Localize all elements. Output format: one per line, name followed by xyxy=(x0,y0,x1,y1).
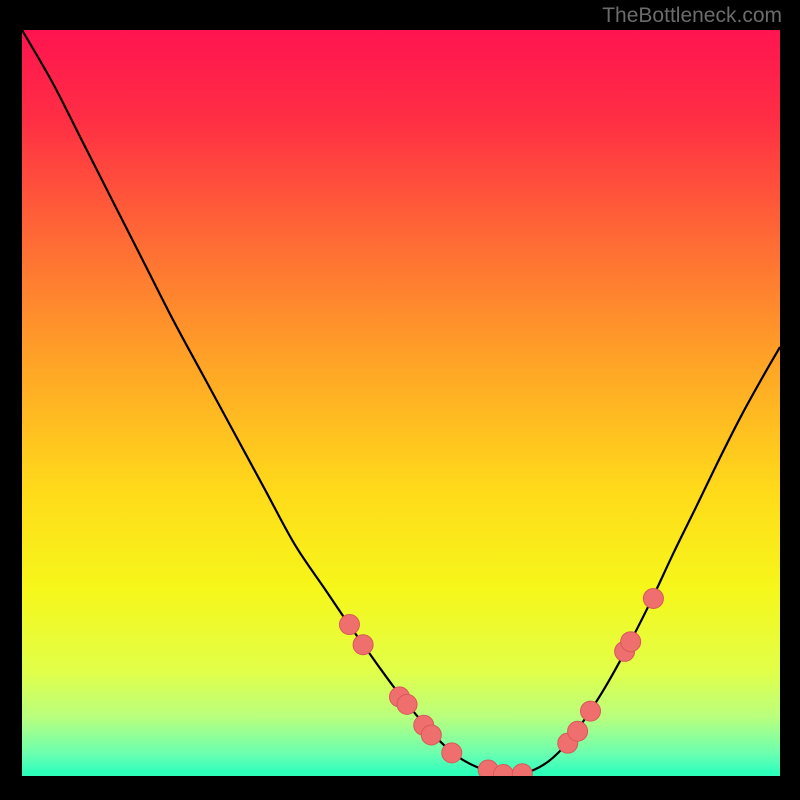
chart-background xyxy=(22,30,780,776)
bottom-band xyxy=(22,770,780,776)
curve-marker xyxy=(397,694,417,714)
curve-marker xyxy=(568,721,588,741)
watermark-text: TheBottleneck.com xyxy=(602,4,782,28)
bottleneck-chart xyxy=(22,30,780,776)
curve-marker xyxy=(643,588,663,608)
curve-marker xyxy=(621,632,641,652)
curve-marker xyxy=(353,635,373,655)
curve-marker xyxy=(421,725,441,745)
curve-marker xyxy=(442,743,462,763)
curve-marker xyxy=(339,615,359,635)
curve-marker xyxy=(581,701,601,721)
chart-container xyxy=(22,30,780,776)
